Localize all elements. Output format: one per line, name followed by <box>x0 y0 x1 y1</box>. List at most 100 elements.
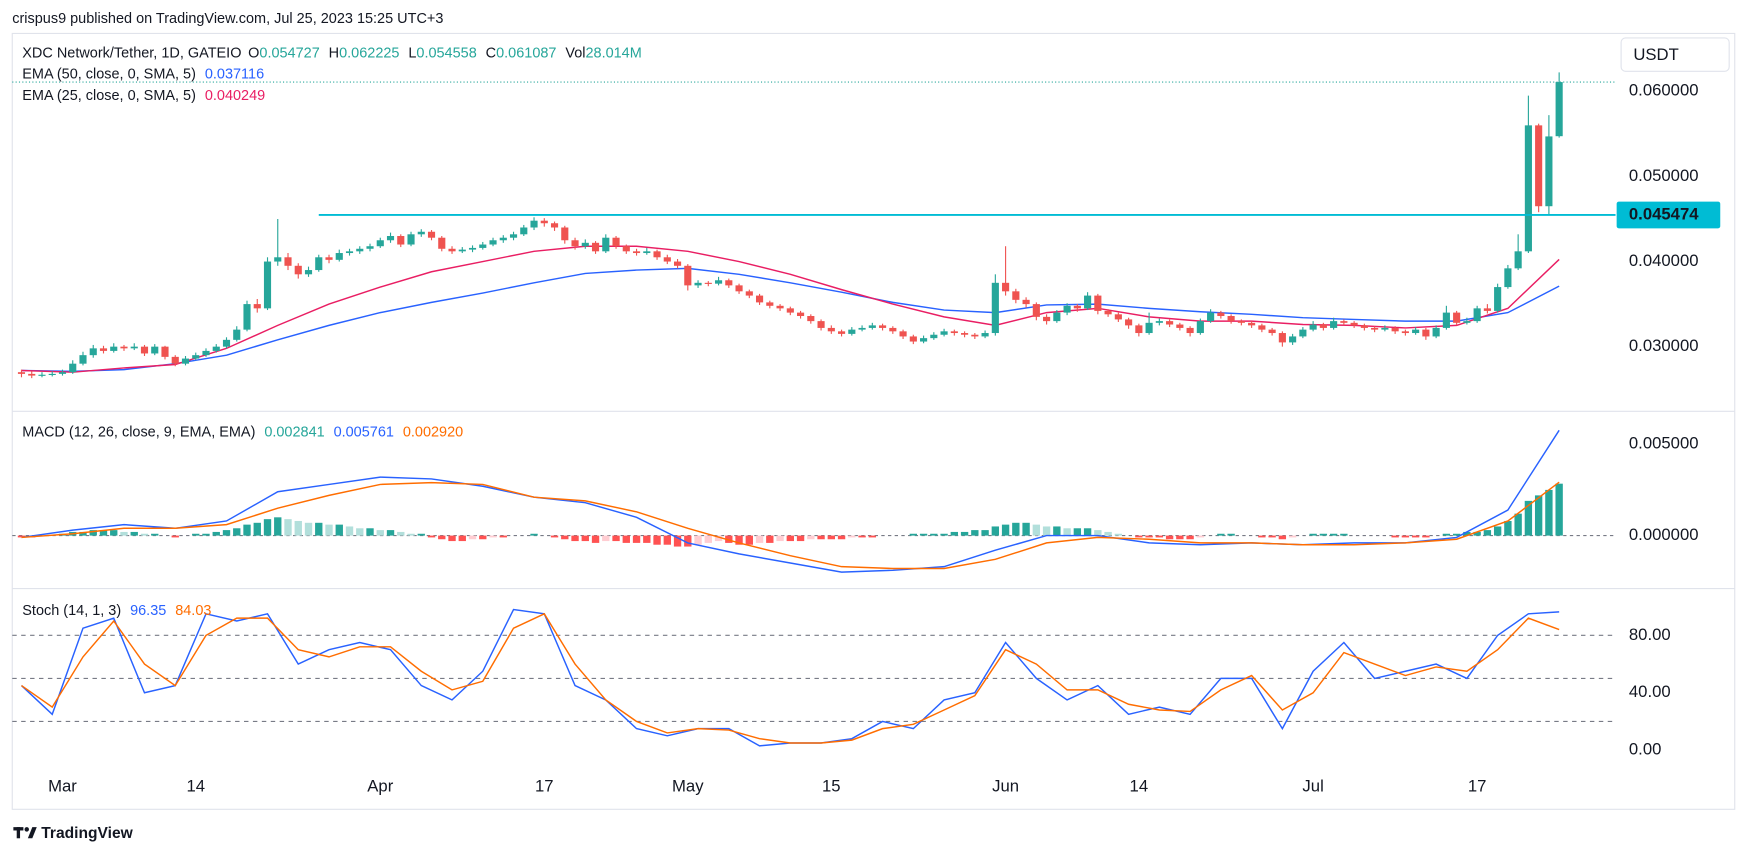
histogram-bar <box>17 535 26 538</box>
candle-body <box>1012 291 1020 300</box>
candle-body <box>1248 322 1256 326</box>
histogram-bar <box>735 535 743 545</box>
candle-body <box>222 339 231 347</box>
y-tick-label: 40.00 <box>1629 682 1671 701</box>
histogram-bar <box>1176 535 1184 540</box>
histogram-bar <box>448 535 456 542</box>
candle-body <box>181 358 190 364</box>
histogram-bar <box>397 531 405 536</box>
candle-body <box>1237 321 1245 323</box>
x-tick-label: 17 <box>535 776 554 795</box>
ema-name: EMA (25, close, 0, SMA, 5) <box>22 88 196 104</box>
candle-body <box>920 338 928 342</box>
histogram-bar <box>868 535 877 538</box>
candle-body <box>58 372 67 374</box>
candle-body <box>263 261 272 309</box>
histogram-bar <box>151 533 159 536</box>
brand-name: TradingView <box>41 825 133 842</box>
candle-body <box>335 253 343 260</box>
candle-body <box>735 285 743 292</box>
histogram-bar <box>663 535 671 545</box>
histogram-bar <box>212 531 220 536</box>
candle-body <box>827 327 835 332</box>
currency-label[interactable]: USDT <box>1633 45 1678 64</box>
candle-body <box>202 350 210 356</box>
ema-value: 0.040249 <box>205 88 265 104</box>
candle-body <box>120 346 128 349</box>
macd-legend: MACD (12, 26, close, 9, EMA, EMA) 0.00284… <box>22 424 463 440</box>
candle-body <box>1330 321 1338 328</box>
candle-body <box>673 261 682 266</box>
candle-body <box>1268 329 1276 334</box>
candle-body <box>1555 82 1563 137</box>
candle-body <box>971 334 979 337</box>
histogram-bar <box>386 530 395 536</box>
histogram-bar <box>1094 530 1102 536</box>
currency-button[interactable] <box>1620 37 1730 72</box>
histogram-bar <box>335 524 343 536</box>
histogram-bar <box>786 535 794 542</box>
histogram-bar <box>1135 535 1143 538</box>
candle-body <box>489 240 497 245</box>
candle-body <box>1340 321 1348 323</box>
histogram-bar <box>1032 524 1041 536</box>
histogram-bar <box>704 535 712 543</box>
candle-body <box>17 372 26 374</box>
histogram-bar <box>345 526 354 536</box>
candle-body <box>1063 305 1071 313</box>
indicator-line <box>21 267 1560 373</box>
candle-body <box>991 282 999 334</box>
candle-body <box>212 346 220 351</box>
y-tick-label: 0.040000 <box>1629 251 1699 270</box>
histogram-value: 0.002841 <box>264 424 324 440</box>
candle-body <box>28 373 36 376</box>
x-tick-label: 14 <box>186 776 205 795</box>
histogram-bar <box>745 535 753 545</box>
histogram-bar <box>1401 535 1410 538</box>
histogram-bar <box>1278 535 1287 540</box>
quote-value: 0.062225 <box>339 45 399 61</box>
histogram-bar <box>755 535 764 543</box>
candle-body <box>520 227 528 235</box>
candle-body <box>1125 319 1133 326</box>
candle-body <box>1289 336 1297 343</box>
quote-value: 0.054558 <box>416 45 476 61</box>
histogram-bar <box>602 535 610 542</box>
candle-body <box>99 348 108 351</box>
histogram-bar <box>930 533 938 536</box>
symbol-title: XDC Network/Tether, 1D, GATEIO <box>22 45 241 61</box>
histogram-bar <box>1012 522 1020 536</box>
candle-body <box>879 325 887 328</box>
quote-label: C <box>486 45 496 61</box>
candle-body <box>868 325 876 328</box>
x-tick-label: May <box>672 776 704 795</box>
candle-body <box>591 242 600 252</box>
histogram-bar <box>233 528 241 536</box>
candle-body <box>909 336 917 342</box>
x-tick-label: 17 <box>1468 776 1487 795</box>
candle-body <box>140 346 149 354</box>
logo-part <box>27 827 37 839</box>
stoch-value: 96.35 <box>130 603 166 619</box>
ema-legend: EMA (25, close, 0, SMA, 5) 0.040249 <box>22 88 265 104</box>
histogram-bar <box>1411 535 1420 538</box>
histogram-bar <box>1329 533 1338 536</box>
candle-body <box>294 265 302 275</box>
candle-body <box>468 247 477 250</box>
y-tick-label: 0.060000 <box>1629 81 1699 100</box>
publisher-line: crispus9 published on TradingView.com, J… <box>12 11 443 27</box>
candle-body <box>407 234 415 245</box>
histogram-bar <box>1053 526 1061 536</box>
histogram-bar <box>1545 489 1553 536</box>
histogram-bar <box>837 535 846 540</box>
histogram-bar <box>1555 483 1563 536</box>
symbol-legend: XDC Network/Tether, 1D, GATEIO O0.054727 H… <box>22 45 642 61</box>
candle-body <box>950 331 958 334</box>
candle-body <box>858 327 866 330</box>
candle-body <box>479 244 487 248</box>
candle-body <box>48 373 56 376</box>
candle-body <box>1186 327 1194 334</box>
candle-body <box>1258 325 1266 330</box>
candle-body <box>622 246 630 252</box>
